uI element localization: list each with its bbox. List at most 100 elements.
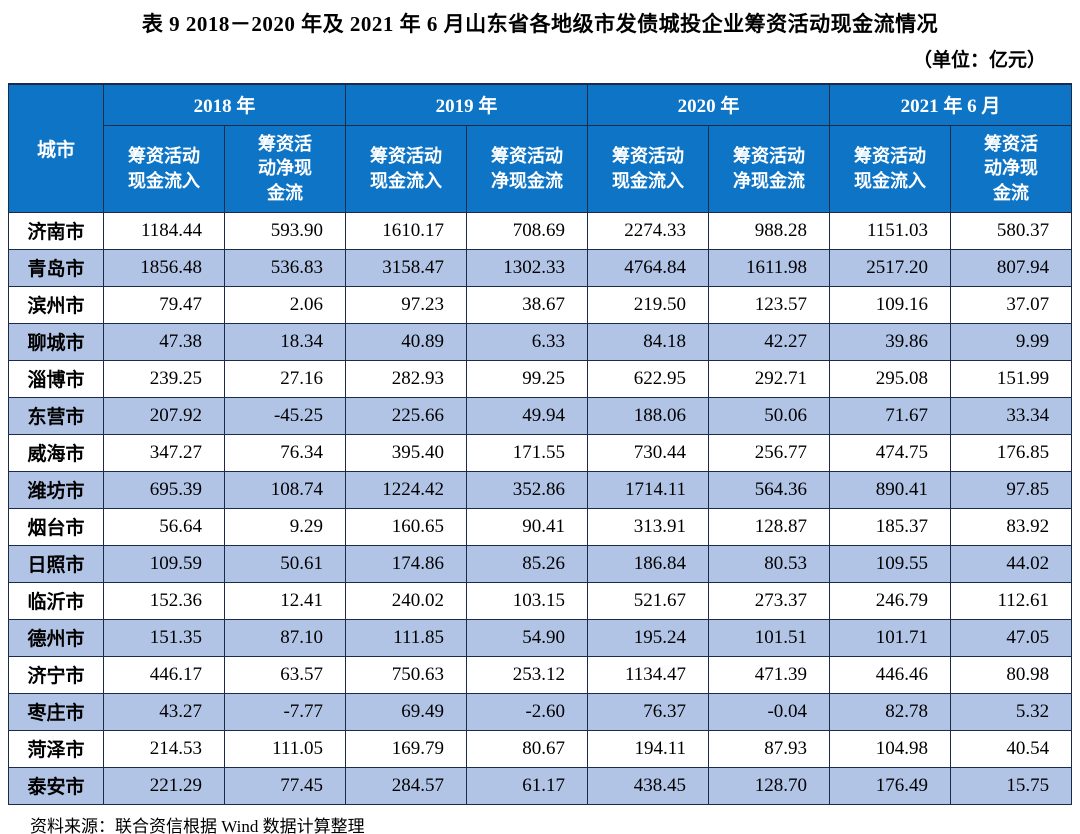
value-cell: -2.60 (466, 692, 589, 731)
value-cell: 622.95 (587, 359, 710, 398)
value-cell: 174.86 (345, 544, 468, 583)
city-cell: 东营市 (8, 396, 104, 435)
value-cell: 219.50 (587, 285, 710, 324)
value-cell: 225.66 (345, 396, 468, 435)
value-cell: 160.65 (345, 507, 468, 546)
value-cell: 85.26 (466, 544, 589, 583)
value-cell: 188.06 (587, 396, 710, 435)
value-cell: 169.79 (345, 729, 468, 768)
value-cell: 61.17 (466, 766, 589, 805)
value-cell: 282.93 (345, 359, 468, 398)
value-cell: 83.92 (950, 507, 1073, 546)
value-cell: 253.12 (466, 655, 589, 694)
table-row: 日照市 109.59 50.61 174.86 85.26 186.84 80.53 109.… (8, 544, 1073, 583)
value-cell: 99.25 (466, 359, 589, 398)
city-cell: 聊城市 (8, 322, 104, 361)
value-cell: 246.79 (829, 581, 952, 620)
table-row: 滨州市 79.47 2.06 97.23 38.67 219.50 123.57 109.16… (8, 285, 1073, 324)
city-cell: 菏泽市 (8, 729, 104, 768)
value-cell: 103.15 (466, 581, 589, 620)
city-cell: 临沂市 (8, 581, 104, 620)
table-row: 德州市 151.35 87.10 111.85 54.90 195.24 101.51 101… (8, 618, 1073, 657)
value-cell: 109.55 (829, 544, 952, 583)
value-cell: 240.02 (345, 581, 468, 620)
city-cell: 滨州市 (8, 285, 104, 324)
table-row: 济宁市 446.17 63.57 750.63 253.12 1134.47 471.39 4… (8, 655, 1073, 694)
city-cell: 泰安市 (8, 766, 104, 805)
value-cell: 593.90 (223, 211, 347, 250)
value-cell: 152.36 (103, 581, 225, 620)
value-cell: 47.05 (950, 618, 1073, 657)
value-cell: 71.67 (829, 396, 952, 435)
value-cell: 97.23 (345, 285, 468, 324)
value-cell: -7.77 (223, 692, 347, 731)
value-cell: 76.34 (223, 433, 347, 472)
value-cell: 87.93 (708, 729, 831, 768)
table-row: 威海市 347.27 76.34 395.40 171.55 730.44 256.77 47… (8, 433, 1073, 472)
city-cell: 德州市 (8, 618, 104, 657)
subheader-2018-net: 筹资活 动净现 金流 (223, 124, 347, 213)
value-cell: 471.39 (708, 655, 831, 694)
value-cell: 194.11 (587, 729, 710, 768)
source-note: 资料来源：联合资信根据 Wind 数据计算整理 (30, 816, 365, 834)
table-row: 聊城市 47.38 18.34 40.89 6.33 84.18 42.27 39.86 9.9… (8, 322, 1073, 361)
value-cell: 50.61 (223, 544, 347, 583)
value-cell: 77.45 (223, 766, 347, 805)
value-cell: 40.89 (345, 322, 468, 361)
value-cell: 101.51 (708, 618, 831, 657)
value-cell: 2274.33 (587, 211, 710, 250)
value-cell: 1714.11 (587, 470, 710, 509)
value-cell: 730.44 (587, 433, 710, 472)
table-row: 东营市 207.92 -45.25 225.66 49.94 188.06 50.06 71.… (8, 396, 1073, 435)
value-cell: 1184.44 (103, 211, 225, 250)
value-cell: 1856.48 (103, 248, 225, 287)
value-cell: 2517.20 (829, 248, 952, 287)
value-cell: 564.36 (708, 470, 831, 509)
value-cell: 49.94 (466, 396, 589, 435)
value-cell: 214.53 (103, 729, 225, 768)
value-cell: 80.53 (708, 544, 831, 583)
value-cell: 273.37 (708, 581, 831, 620)
city-cell: 枣庄市 (8, 692, 104, 731)
value-cell: 44.02 (950, 544, 1073, 583)
value-cell: 33.34 (950, 396, 1073, 435)
subheader-2019-net: 筹资活动 净现金流 (466, 124, 589, 213)
value-cell: 176.49 (829, 766, 952, 805)
value-cell: 40.54 (950, 729, 1073, 768)
value-cell: 1611.98 (708, 248, 831, 287)
value-cell: 176.85 (950, 433, 1073, 472)
value-cell: -0.04 (708, 692, 831, 731)
value-cell: 1134.47 (587, 655, 710, 694)
value-cell: 128.87 (708, 507, 831, 546)
value-cell: 9.29 (223, 507, 347, 546)
value-cell: 54.90 (466, 618, 589, 657)
value-cell: 123.57 (708, 285, 831, 324)
value-cell: 185.37 (829, 507, 952, 546)
table-header: 城市 2018 年 2019 年 2020 年 2021 年 6 月 筹资活动 … (8, 83, 1073, 213)
value-cell: 313.91 (587, 507, 710, 546)
value-cell: 6.33 (466, 322, 589, 361)
value-cell: 12.41 (223, 581, 347, 620)
value-cell: 90.41 (466, 507, 589, 546)
value-cell: 5.32 (950, 692, 1073, 731)
value-cell: 109.59 (103, 544, 225, 583)
year-header-2019: 2019 年 (345, 83, 589, 126)
table-row: 烟台市 56.64 9.29 160.65 90.41 313.91 128.87 185.3… (8, 507, 1073, 546)
table-row: 潍坊市 695.39 108.74 1224.42 352.86 1714.11 564.3… (8, 470, 1073, 509)
table-row: 临沂市 152.36 12.41 240.02 103.15 521.67 273.37 24… (8, 581, 1073, 620)
table-header-metrics: 筹资活动 现金流入 筹资活 动净现 金流 筹资活动 现金流入 筹资活动 净现金流… (9, 124, 1073, 213)
value-cell: 292.71 (708, 359, 831, 398)
city-cell: 潍坊市 (8, 470, 104, 509)
value-cell: 446.17 (103, 655, 225, 694)
value-cell: 108.74 (223, 470, 347, 509)
value-cell: 890.41 (829, 470, 952, 509)
value-cell: 112.61 (950, 581, 1073, 620)
table-body: 济南市 1184.44 593.90 1610.17 708.69 2274.33 988.… (8, 211, 1073, 805)
value-cell: 521.67 (587, 581, 710, 620)
value-cell: 474.75 (829, 433, 952, 472)
subheader-2021-net: 筹资活 动净现 金流 (950, 124, 1073, 213)
value-cell: 151.99 (950, 359, 1073, 398)
value-cell: 3158.47 (345, 248, 468, 287)
value-cell: 43.27 (103, 692, 225, 731)
